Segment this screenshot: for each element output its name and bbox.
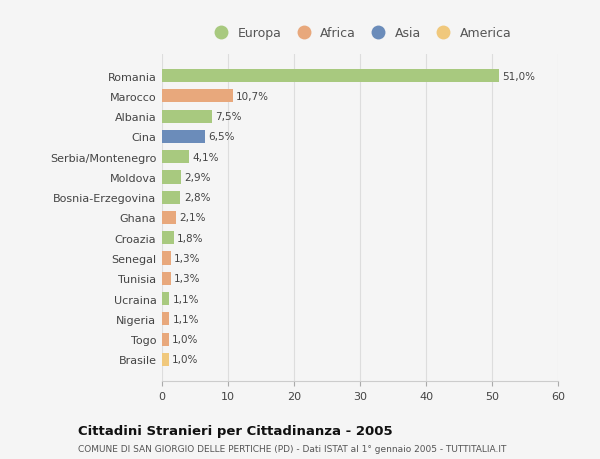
- Legend: Europa, Africa, Asia, America: Europa, Africa, Asia, America: [203, 22, 517, 45]
- Text: 51,0%: 51,0%: [502, 72, 535, 81]
- Text: 1,8%: 1,8%: [177, 233, 203, 243]
- Bar: [162, 313, 169, 326]
- Bar: [162, 90, 233, 103]
- Bar: [162, 272, 170, 285]
- Bar: [162, 70, 499, 83]
- Text: 7,5%: 7,5%: [215, 112, 241, 122]
- Bar: [162, 252, 170, 265]
- Text: 1,3%: 1,3%: [174, 274, 200, 284]
- Text: 1,3%: 1,3%: [174, 253, 200, 263]
- Bar: [162, 110, 212, 123]
- Text: 2,1%: 2,1%: [179, 213, 206, 223]
- Text: 1,1%: 1,1%: [173, 294, 199, 304]
- Text: 2,8%: 2,8%: [184, 193, 210, 203]
- Bar: [162, 292, 169, 306]
- Bar: [162, 171, 181, 184]
- Text: 4,1%: 4,1%: [193, 152, 219, 162]
- Bar: [162, 232, 174, 245]
- Bar: [162, 130, 205, 144]
- Bar: [162, 333, 169, 346]
- Bar: [162, 151, 189, 164]
- Text: 1,1%: 1,1%: [173, 314, 199, 324]
- Text: Cittadini Stranieri per Cittadinanza - 2005: Cittadini Stranieri per Cittadinanza - 2…: [78, 424, 392, 437]
- Bar: [162, 212, 176, 224]
- Text: 10,7%: 10,7%: [236, 92, 269, 102]
- Text: 1,0%: 1,0%: [172, 334, 198, 344]
- Text: 2,9%: 2,9%: [184, 173, 211, 183]
- Text: 6,5%: 6,5%: [208, 132, 235, 142]
- Bar: [162, 191, 181, 204]
- Text: 1,0%: 1,0%: [172, 355, 198, 364]
- Text: COMUNE DI SAN GIORGIO DELLE PERTICHE (PD) - Dati ISTAT al 1° gennaio 2005 - TUTT: COMUNE DI SAN GIORGIO DELLE PERTICHE (PD…: [78, 444, 506, 453]
- Bar: [162, 353, 169, 366]
